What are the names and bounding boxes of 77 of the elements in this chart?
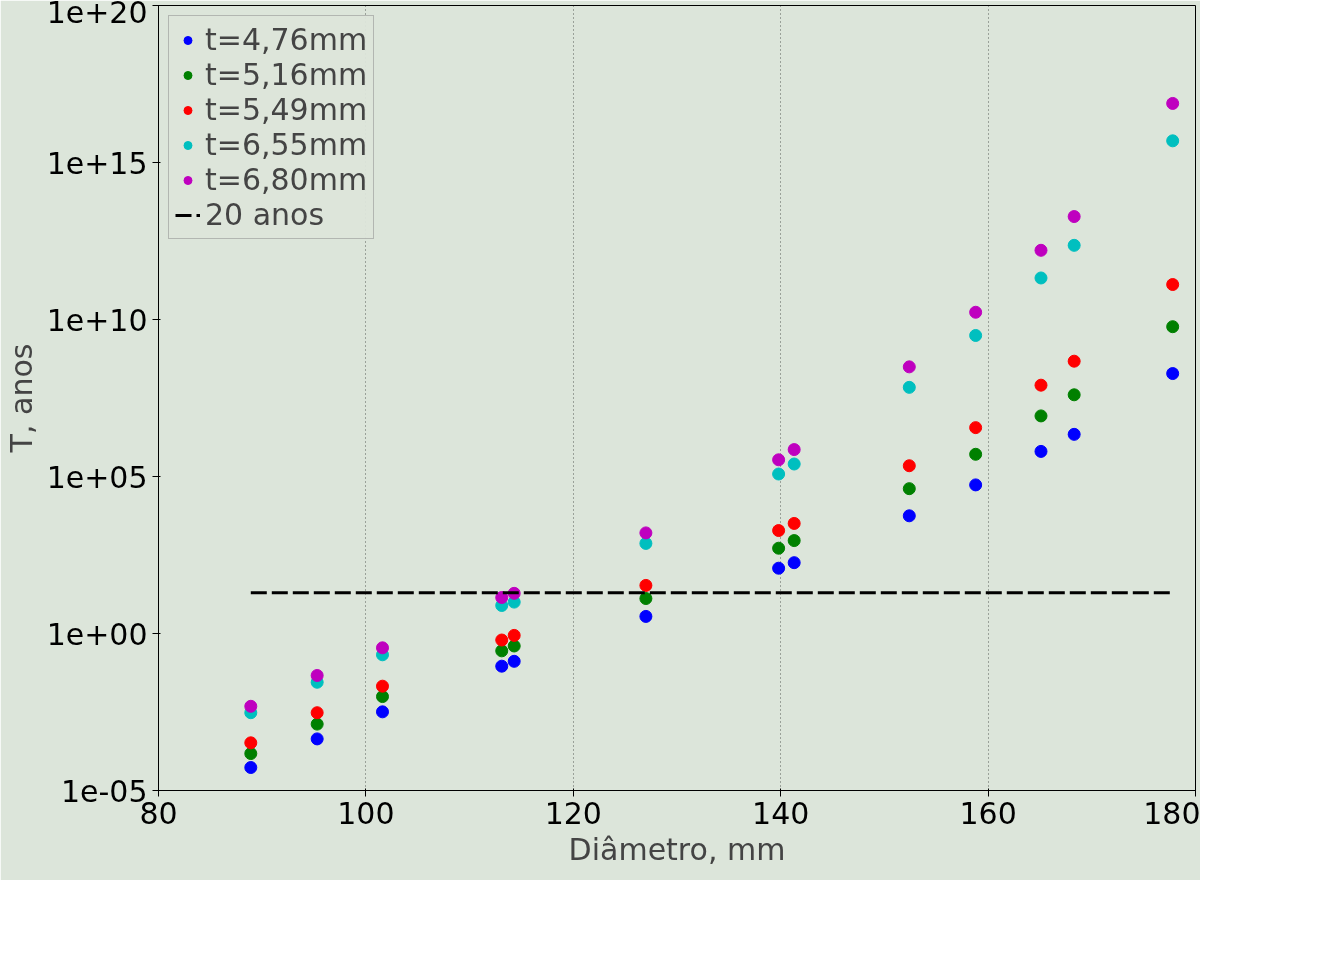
point: [639, 609, 653, 623]
point: [1166, 320, 1180, 334]
point: [902, 360, 916, 374]
point: [495, 633, 509, 647]
y-tick-label: 1e+00: [46, 616, 148, 652]
x-tick-label: 140: [752, 795, 810, 831]
point: [772, 453, 786, 467]
point: [244, 736, 258, 750]
point: [375, 641, 389, 655]
legend-label: 20 anos: [205, 197, 325, 232]
point: [244, 747, 258, 761]
point: [244, 761, 258, 774]
point: [772, 467, 786, 481]
point: [639, 526, 653, 540]
x-tick-label: 160: [959, 795, 1017, 831]
y-axis-title: T, anos: [3, 343, 39, 454]
point: [787, 457, 801, 471]
point: [787, 443, 801, 457]
legend-label: t=6,55mm: [205, 127, 368, 162]
y-tick-label: 1e+15: [46, 145, 148, 181]
point: [969, 478, 983, 492]
y-tick-label: 1e+20: [46, 0, 148, 30]
x-tick-label: 100: [337, 795, 395, 831]
point: [244, 699, 258, 713]
point: [310, 706, 324, 720]
point: [375, 690, 389, 704]
point: [310, 732, 324, 746]
point: [495, 659, 509, 673]
y-tick-label: 1e+10: [46, 302, 148, 338]
point: [375, 705, 389, 719]
point: [902, 459, 916, 473]
point: [772, 524, 786, 538]
point: [639, 578, 653, 592]
point: [495, 644, 509, 658]
point: [902, 482, 916, 496]
point: [1166, 367, 1180, 381]
y-tick-label: 1e+05: [46, 459, 148, 495]
point: [375, 679, 389, 693]
point: [1034, 409, 1048, 423]
point: [1067, 388, 1081, 402]
point: [310, 717, 324, 731]
x-axis-title: Diâmetro, mm: [568, 831, 786, 867]
point: [639, 536, 653, 550]
x-tick-label: 120: [544, 795, 602, 831]
point: [902, 509, 916, 523]
point: [310, 669, 324, 682]
point: [772, 541, 786, 555]
legend-label: t=5,16mm: [205, 57, 368, 92]
point: [969, 328, 983, 342]
legend-label: t=6,80mm: [205, 162, 368, 197]
point: [902, 380, 916, 394]
point: [1166, 134, 1180, 148]
point: [787, 534, 801, 548]
point: [1034, 243, 1048, 257]
point: [772, 561, 786, 575]
point: [1067, 354, 1081, 368]
point: [969, 305, 983, 319]
point: [1034, 378, 1048, 392]
point: [495, 591, 509, 604]
legend-label: t=5,49mm: [205, 92, 368, 127]
point: [639, 592, 653, 606]
point: [1166, 278, 1180, 292]
point: [787, 516, 801, 530]
point: [969, 421, 983, 435]
point: [1067, 210, 1081, 224]
point: [1067, 427, 1081, 441]
legend-label: t=4,76mm: [205, 22, 368, 57]
point: [1034, 444, 1048, 458]
point: [969, 447, 983, 461]
point: [1034, 271, 1048, 285]
point: [507, 639, 521, 653]
point: [1067, 238, 1081, 252]
point: [507, 628, 521, 642]
x-tick-label: 180: [1143, 795, 1201, 831]
point: [1166, 96, 1180, 110]
point: [507, 654, 521, 668]
point: [787, 556, 801, 570]
